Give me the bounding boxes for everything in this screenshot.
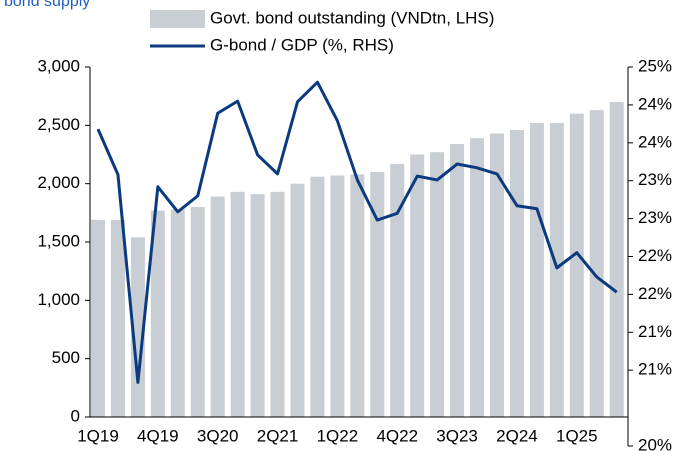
bar — [390, 163, 405, 417]
bar — [270, 191, 285, 417]
x-tick-label: 4Q19 — [137, 426, 179, 445]
y-tick-label: 2,000 — [37, 173, 80, 192]
bar — [350, 174, 365, 417]
y2-tick-label: 22% — [638, 284, 672, 303]
y2-tick-label: 22% — [638, 246, 672, 265]
y2-tick-label: 21% — [638, 322, 672, 341]
bar — [430, 152, 445, 417]
bar — [609, 102, 624, 417]
y-tick-label: 2,500 — [37, 115, 80, 134]
bar — [150, 210, 165, 417]
bar — [330, 175, 345, 417]
y2-tick-label: 25% — [638, 56, 672, 75]
bar — [230, 191, 245, 417]
x-tick-label: 1Q22 — [317, 426, 359, 445]
y-tick-label: 500 — [52, 348, 80, 367]
bar — [250, 194, 265, 417]
x-tick-label: 3Q20 — [197, 426, 239, 445]
bar — [210, 196, 225, 417]
x-tick-label: 2Q21 — [257, 426, 299, 445]
bar — [589, 110, 604, 418]
bar — [370, 172, 385, 417]
y2-tick-label: 23% — [638, 208, 672, 227]
bar — [310, 176, 325, 417]
y-tick-label: 1,000 — [37, 290, 80, 309]
y2-tick-label: 24% — [638, 132, 672, 151]
bar — [170, 209, 185, 417]
line — [96, 80, 618, 384]
x-tick-label: 1Q19 — [77, 426, 119, 445]
bar — [529, 123, 544, 417]
bar — [490, 133, 504, 417]
x-tick-label: 1Q25 — [556, 426, 598, 445]
bar — [410, 154, 425, 417]
y-tick-label: 1,500 — [37, 231, 80, 250]
bar — [130, 237, 145, 417]
x-tick-label: 2Q24 — [496, 426, 538, 445]
chart-title: bond supply — [4, 0, 90, 10]
bar — [110, 219, 125, 417]
bar — [450, 144, 465, 417]
y2-tick-label: 24% — [638, 94, 672, 113]
bar — [549, 123, 564, 417]
y2-tick-label: 21% — [638, 360, 672, 379]
bar — [190, 207, 205, 417]
legend-label: G-bond / GDP (%, RHS) — [210, 35, 394, 54]
bar — [290, 183, 305, 417]
bar — [91, 219, 105, 417]
bar — [569, 113, 584, 418]
y-tick-label: 0 — [71, 406, 80, 425]
bar — [470, 138, 485, 417]
y2-tick-label: 20% — [638, 435, 672, 451]
legend-swatch — [150, 10, 205, 28]
x-tick-label: 4Q22 — [376, 426, 418, 445]
bar — [509, 130, 524, 417]
legend-label: Govt. bond outstanding (VNDtn, LHS) — [210, 8, 494, 27]
y-tick-label: 3,000 — [37, 56, 80, 75]
x-tick-label: 3Q23 — [436, 426, 478, 445]
y2-tick-label: 23% — [638, 170, 672, 189]
